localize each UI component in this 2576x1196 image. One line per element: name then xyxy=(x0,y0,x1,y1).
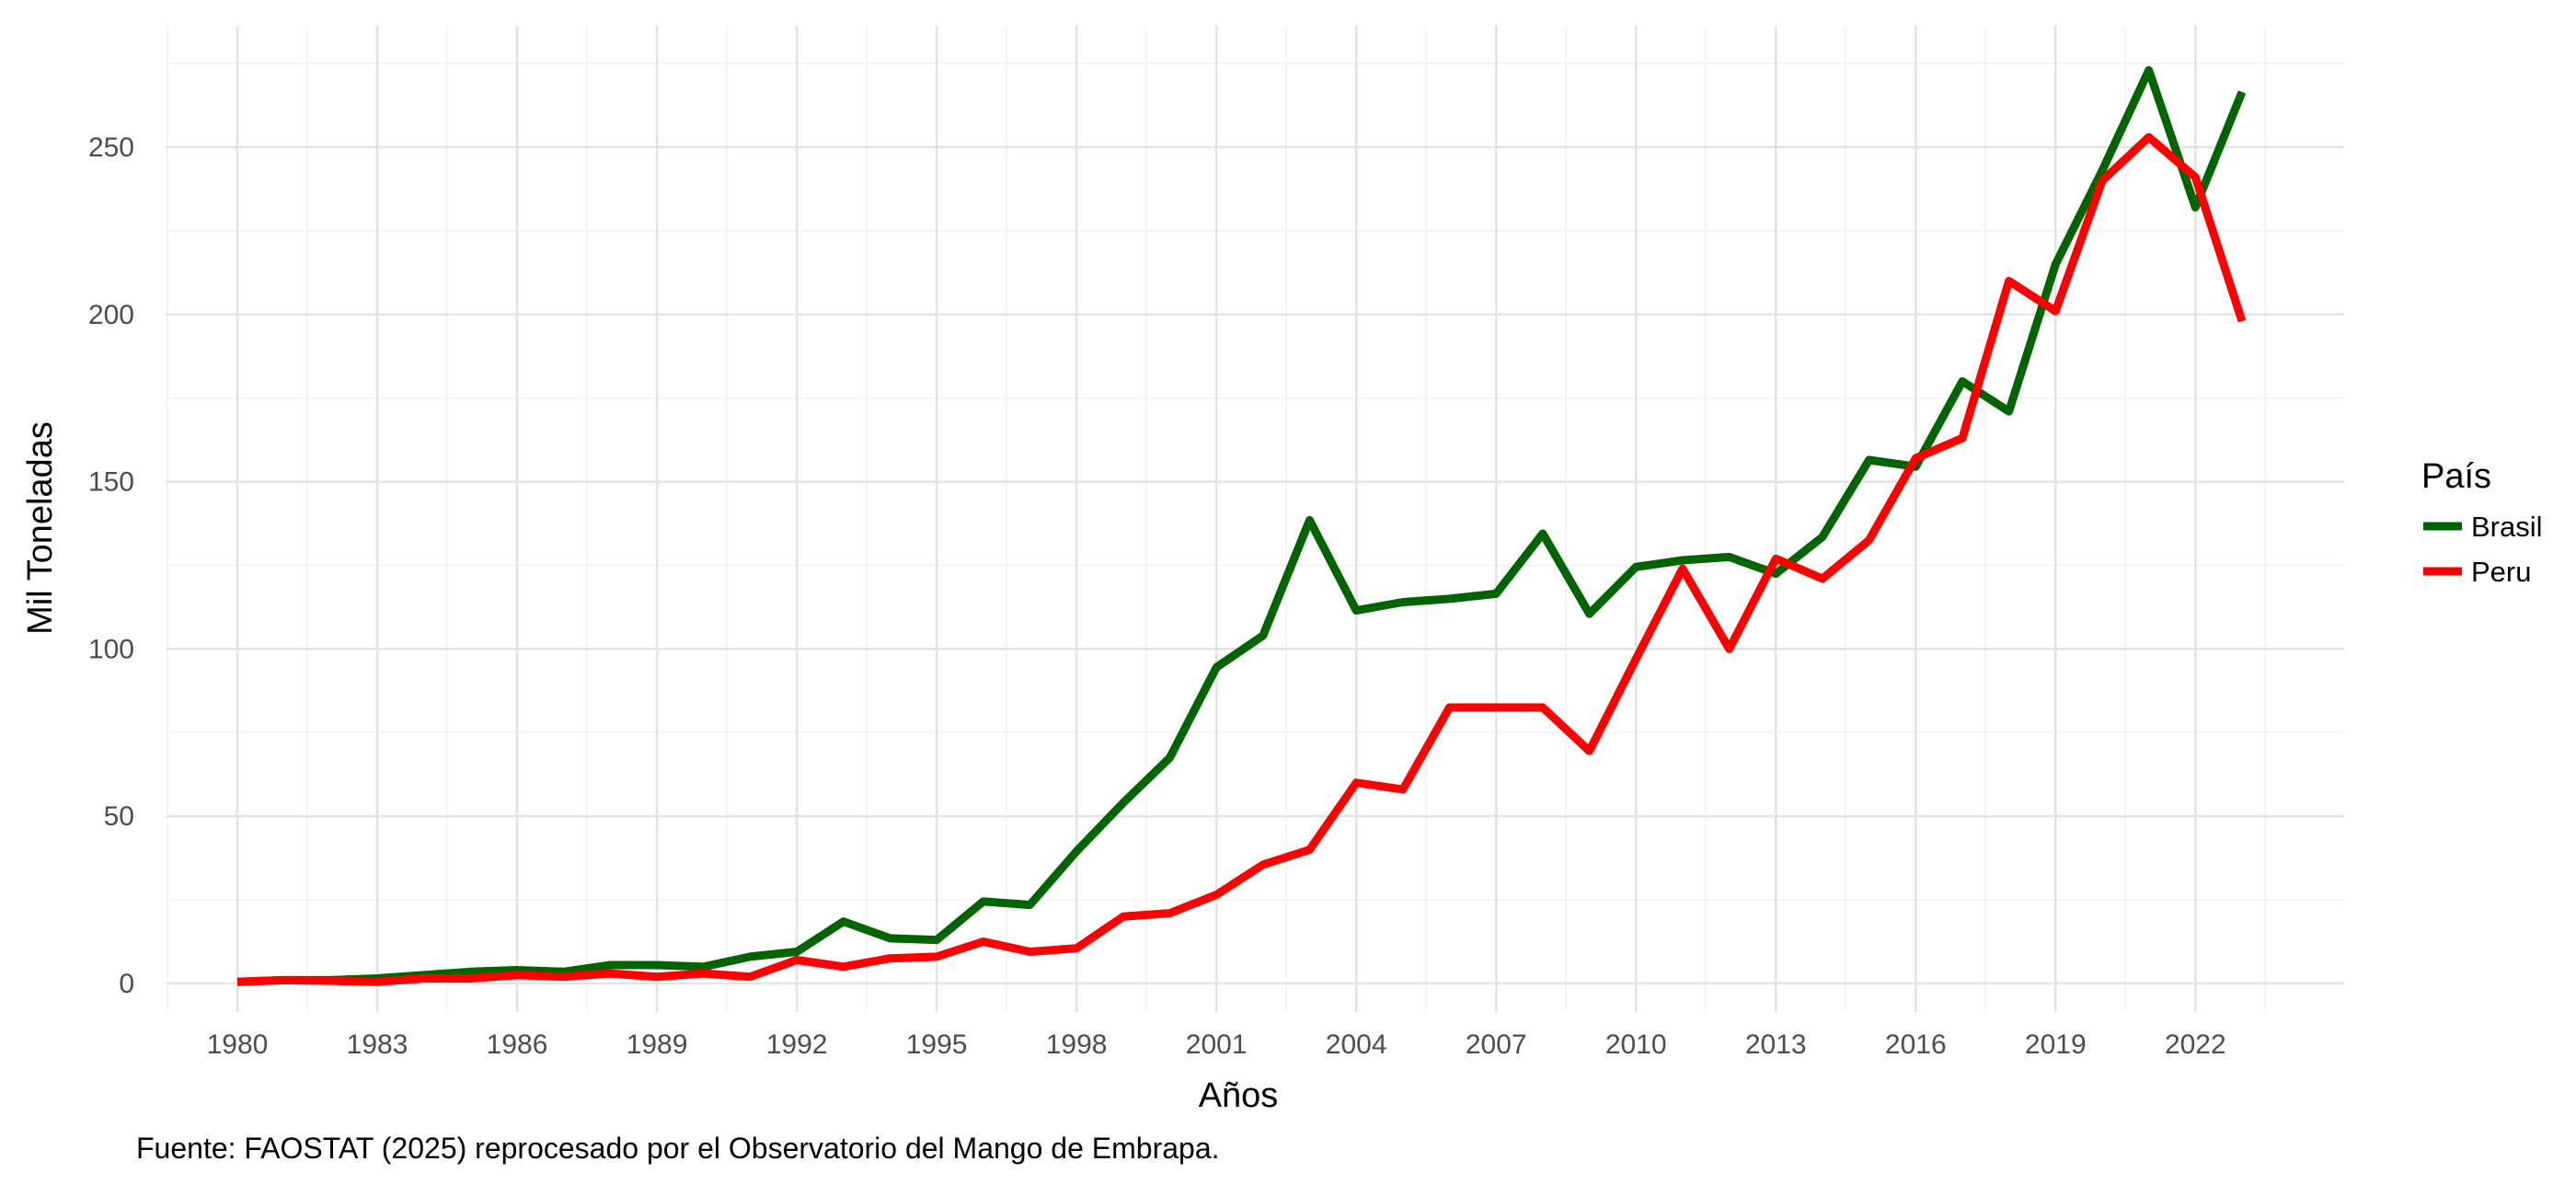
x-tick-label: 2010 xyxy=(1605,1029,1667,1060)
x-tick-label: 1998 xyxy=(1046,1029,1108,1060)
y-axis-ticks: 0 50 100 150 200 250 xyxy=(88,132,134,999)
legend-label-peru: Peru xyxy=(2471,556,2531,588)
x-axis-ticks: 1980 1983 1986 1989 1992 1995 1998 2001 2004 2007… xyxy=(207,1029,2226,1060)
y-tick-label: 250 xyxy=(88,132,134,163)
x-tick-label: 1986 xyxy=(487,1029,548,1060)
x-tick-label: 2019 xyxy=(2025,1029,2087,1060)
x-tick-label: 1989 xyxy=(627,1029,688,1060)
series-line-brasil xyxy=(236,65,2247,986)
x-tick-label: 2001 xyxy=(1186,1029,1248,1060)
x-tick-label: 1980 xyxy=(207,1029,269,1060)
x-tick-label: 1983 xyxy=(347,1029,408,1060)
minor-gridlines xyxy=(166,26,2344,1012)
legend-label-brasil: Brasil xyxy=(2471,511,2543,543)
source-caption: Fuente: FAOSTAT (2025) reprocesado por e… xyxy=(136,1132,1220,1165)
x-tick-label: 1992 xyxy=(766,1029,828,1060)
series-lines xyxy=(236,65,2247,986)
x-tick-label: 2016 xyxy=(1885,1029,1947,1060)
y-tick-label: 50 xyxy=(104,801,134,832)
y-axis-title: Mil Toneladas xyxy=(21,421,60,635)
y-tick-label: 150 xyxy=(88,467,134,498)
x-tick-label: 2022 xyxy=(2165,1029,2226,1060)
series-line-peru xyxy=(236,132,2247,986)
major-gridlines xyxy=(166,26,2344,1012)
x-tick-label: 2007 xyxy=(1466,1029,1527,1060)
legend-title: País xyxy=(2421,457,2491,496)
x-tick-label: 2013 xyxy=(1745,1029,1807,1060)
x-tick-label: 1995 xyxy=(906,1029,968,1060)
y-tick-label: 200 xyxy=(88,300,134,330)
legend: País Brasil Peru xyxy=(2421,457,2543,588)
x-tick-label: 2004 xyxy=(1326,1029,1387,1060)
x-axis-title: Años xyxy=(1199,1076,1279,1115)
y-tick-label: 0 xyxy=(119,969,134,999)
y-tick-label: 100 xyxy=(88,634,134,664)
